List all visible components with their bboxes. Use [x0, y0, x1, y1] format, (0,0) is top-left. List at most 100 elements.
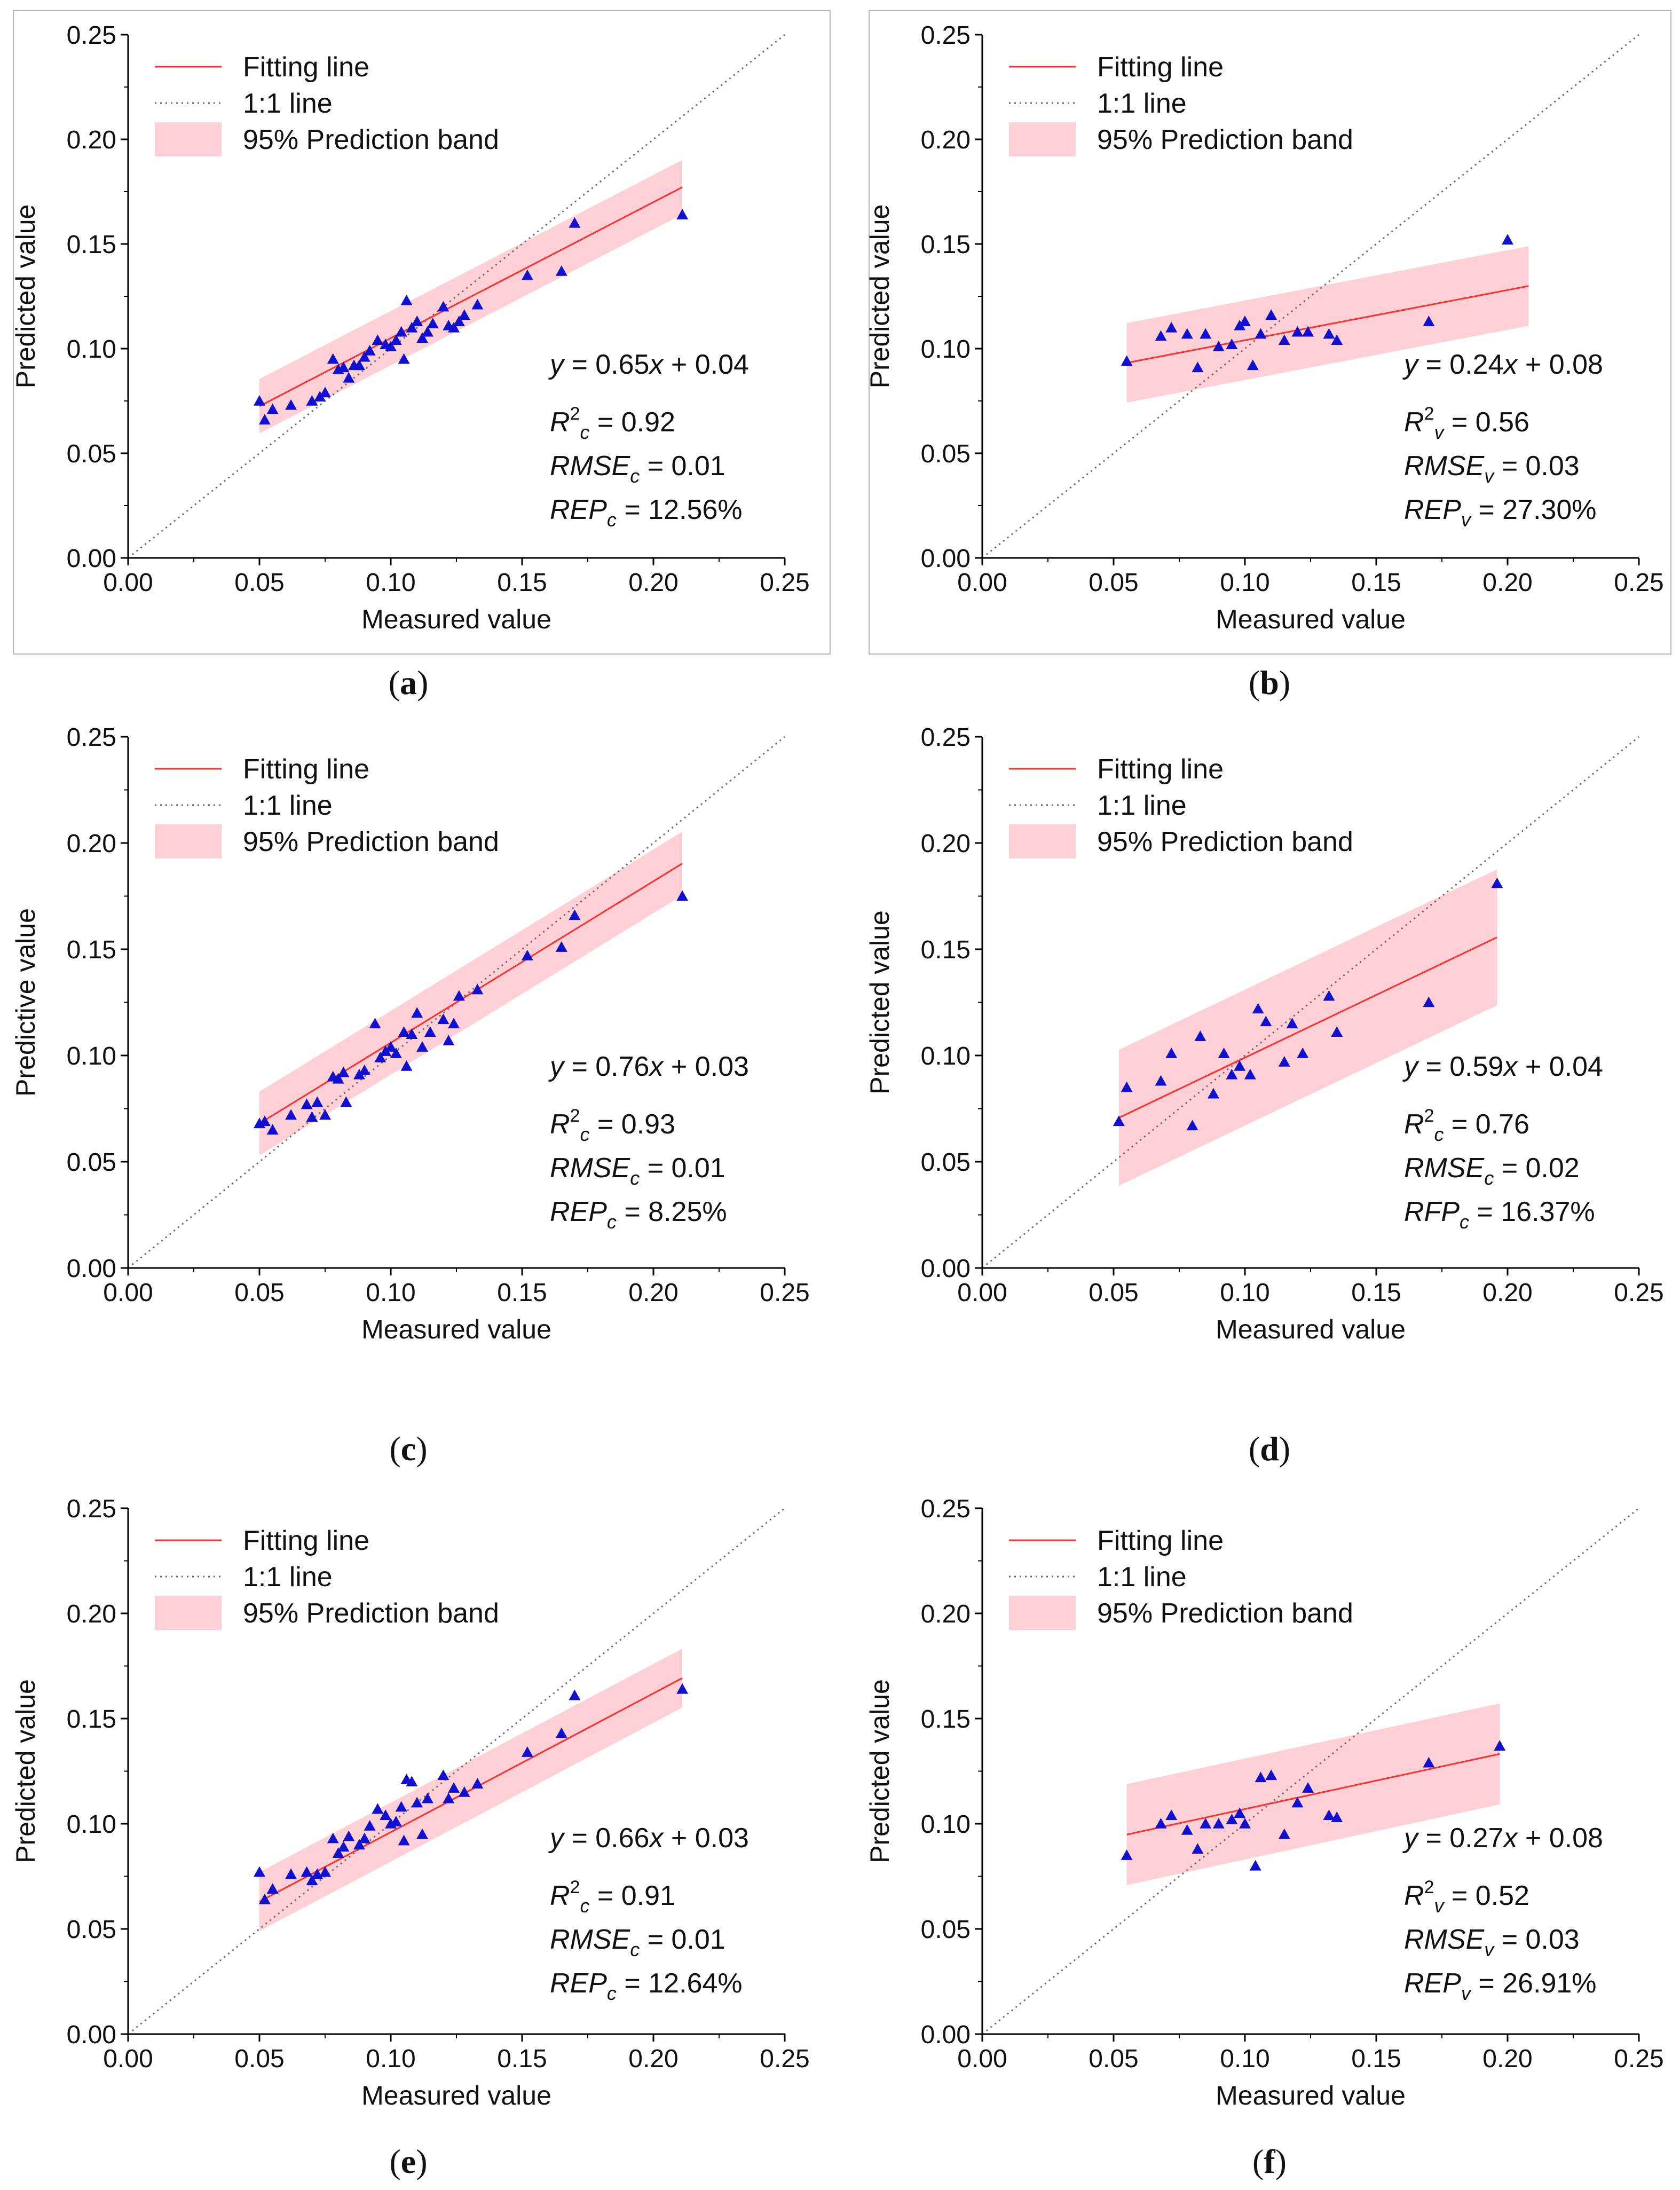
data-point	[1226, 1814, 1238, 1824]
legend-one-label: 1:1 line	[1097, 88, 1187, 119]
data-point	[448, 321, 460, 333]
data-point	[390, 1047, 402, 1058]
data-point	[1218, 1047, 1230, 1058]
data-point	[1260, 1015, 1272, 1027]
data-point	[1278, 334, 1290, 345]
stat-line: RMSEc = 0.01	[550, 1924, 725, 1960]
legend-band-label: 95% Prediction band	[243, 1598, 499, 1629]
x-tick-label: 0.05	[234, 2045, 284, 2073]
regression-equation: y = 0.27x + 0.08	[1402, 1823, 1603, 1854]
y-axis-label: Predicted value	[865, 204, 895, 389]
y-tick-label: 0.20	[67, 126, 116, 154]
stat-line: R2c = 0.92	[550, 404, 675, 443]
x-tick-label: 0.15	[1351, 569, 1401, 597]
x-tick-label: 0.00	[103, 2045, 153, 2073]
one-to-one-line	[982, 1507, 1639, 2035]
x-tick-label: 0.25	[1614, 569, 1663, 597]
data-point	[266, 403, 279, 414]
data-point	[1331, 1026, 1343, 1037]
y-tick-label: 0.20	[921, 830, 971, 858]
data-point	[1226, 1068, 1238, 1080]
panel-frame	[869, 10, 1671, 655]
data-point	[332, 1847, 344, 1858]
y-tick-label: 0.00	[67, 545, 116, 573]
stat-line: RMSEc = 0.02	[1404, 1153, 1580, 1189]
data-point	[327, 1832, 339, 1844]
data-point	[521, 269, 533, 280]
data-point	[411, 1797, 423, 1808]
x-tick-label: 0.20	[628, 2045, 678, 2073]
stat-line: R2c = 0.91	[550, 1877, 675, 1917]
y-tick-label: 0.20	[67, 1600, 116, 1628]
x-tick-label: 0.00	[957, 1279, 1007, 1307]
data-point	[385, 341, 397, 351]
x-tick-label: 0.20	[628, 1279, 678, 1307]
legend-one-label: 1:1 line	[243, 790, 333, 821]
y-tick-label: 0.25	[921, 21, 971, 50]
y-tick-label: 0.00	[921, 2021, 971, 2049]
data-point	[369, 1018, 381, 1029]
data-point	[1491, 877, 1503, 888]
y-tick-label: 0.15	[921, 936, 971, 964]
regression-equation: y = 0.59x + 0.04	[1402, 1051, 1603, 1082]
y-tick-label: 0.20	[921, 1600, 971, 1628]
stat-line: R2c = 0.76	[1404, 1106, 1529, 1145]
data-point	[374, 1051, 387, 1062]
chart-panel-5: 0.00 0.05 0.10 0.15 0.20 0.25 0.00 0.05 0.10 0.15…	[865, 1495, 1664, 2180]
data-point	[555, 265, 567, 276]
x-tick-label: 0.05	[1089, 1279, 1138, 1307]
stat-line: RFPc = 16.37%	[1404, 1196, 1595, 1233]
data-point	[1323, 990, 1335, 1001]
y-tick-label: 0.00	[67, 1255, 116, 1283]
data-point	[306, 395, 318, 406]
data-point	[1323, 328, 1335, 339]
chart-panel-2: 0.00 0.05 0.10 0.15 0.20 0.25 0.00 0.05 0.10 0.15…	[11, 723, 810, 1468]
legend-fit-label: Fitting line	[1097, 52, 1224, 83]
data-point	[343, 1830, 355, 1841]
legend-band-swatch	[1009, 122, 1076, 156]
x-axis-label: Measured value	[1216, 604, 1406, 634]
data-point	[285, 1109, 297, 1120]
x-tick-label: 0.00	[103, 1279, 153, 1307]
x-tick-label: 0.10	[366, 569, 415, 597]
data-point	[1302, 326, 1314, 337]
data-point	[406, 1776, 418, 1786]
x-tick-label: 0.25	[760, 569, 809, 597]
data-point	[1155, 1818, 1167, 1829]
data-point	[337, 1841, 350, 1852]
x-tick-label: 0.15	[1351, 1279, 1401, 1307]
data-point	[343, 372, 355, 383]
data-point	[448, 1018, 460, 1029]
x-axis-label: Measured value	[361, 1314, 551, 1344]
data-point	[416, 332, 429, 343]
fitting-line	[259, 863, 683, 1124]
data-point	[555, 1727, 567, 1738]
data-point	[443, 1035, 455, 1045]
data-point	[254, 1866, 265, 1877]
data-point	[1249, 1860, 1261, 1871]
data-point	[258, 414, 271, 425]
data-point	[437, 1769, 449, 1781]
data-point	[1155, 1075, 1167, 1086]
y-tick-label: 0.10	[67, 1810, 116, 1839]
y-axis-label: Predicted value	[11, 204, 41, 389]
data-point	[1502, 234, 1513, 245]
legend-band-swatch	[155, 824, 222, 858]
legend-band-swatch	[1009, 1596, 1076, 1630]
data-point	[1423, 1756, 1435, 1768]
x-tick-label: 0.05	[1089, 2045, 1138, 2073]
x-tick-label: 0.20	[1482, 1279, 1532, 1307]
data-point	[1194, 1030, 1206, 1041]
legend-band-swatch	[1009, 824, 1076, 858]
x-tick-label: 0.15	[1351, 2045, 1401, 2073]
x-tick-label: 0.15	[497, 569, 547, 597]
x-axis-label: Measured value	[1216, 1314, 1406, 1344]
data-point	[398, 353, 410, 364]
x-axis-label: Measured value	[361, 2081, 551, 2110]
y-tick-label: 0.25	[921, 1495, 971, 1523]
data-point	[1255, 328, 1267, 339]
data-point	[319, 387, 331, 398]
data-point	[1291, 1797, 1304, 1808]
x-tick-label: 0.20	[1482, 2045, 1532, 2073]
data-point	[398, 1834, 410, 1846]
